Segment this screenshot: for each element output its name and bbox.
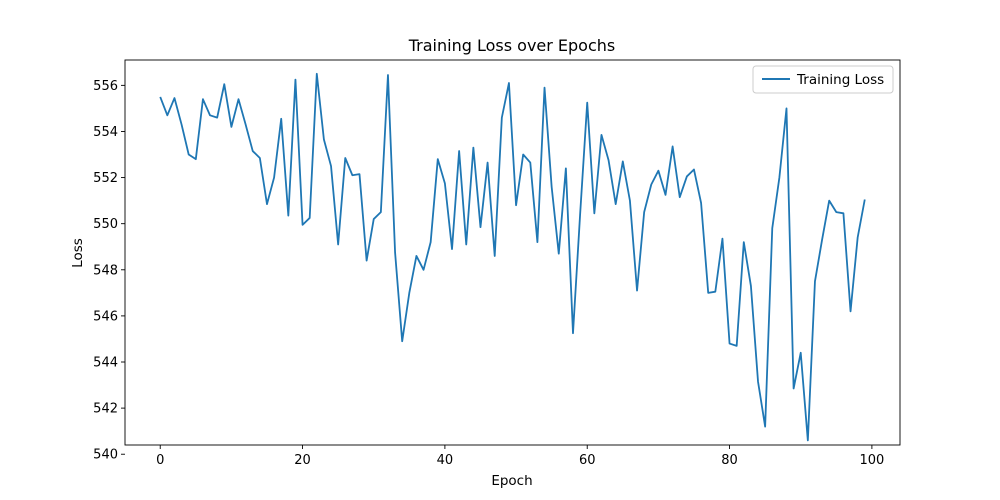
axes-frame <box>124 59 901 446</box>
y-tick-label: 540 <box>93 448 118 463</box>
y-tick-label: 550 <box>93 217 118 232</box>
y-tick-label: 544 <box>93 356 118 371</box>
x-tick-label: 60 <box>579 453 596 468</box>
x-axis-label: Epoch <box>491 473 532 489</box>
x-tick-label: 80 <box>721 453 738 468</box>
legend-label-training-loss: Training Loss <box>796 72 884 88</box>
series-line-training-loss <box>159 72 866 442</box>
y-tick-label: 542 <box>93 402 118 417</box>
chart-title: Training Loss over Epochs <box>408 36 616 55</box>
y-tick-label: 546 <box>93 309 118 324</box>
plot-area: 0 20 40 60 80 100 540 542 544 546 548 550 552 554 556 <box>93 59 901 468</box>
legend: Training Loss <box>752 65 894 94</box>
x-tick-label: 0 <box>156 453 164 468</box>
y-tick-label: 556 <box>93 79 118 94</box>
y-tick-label: 548 <box>93 263 118 278</box>
y-tick-label: 552 <box>93 171 118 186</box>
x-axis-ticks: 0 20 40 60 80 100 <box>156 445 884 468</box>
x-tick-label: 20 <box>294 453 311 468</box>
y-axis-ticks: 540 542 544 546 548 550 552 554 556 <box>93 79 125 463</box>
series-group <box>159 72 866 442</box>
legend-box <box>752 65 894 94</box>
x-tick-label: 100 <box>859 453 884 468</box>
x-tick-label: 40 <box>437 453 454 468</box>
y-tick-label: 554 <box>93 125 118 140</box>
y-axis-label: Loss <box>70 238 86 268</box>
